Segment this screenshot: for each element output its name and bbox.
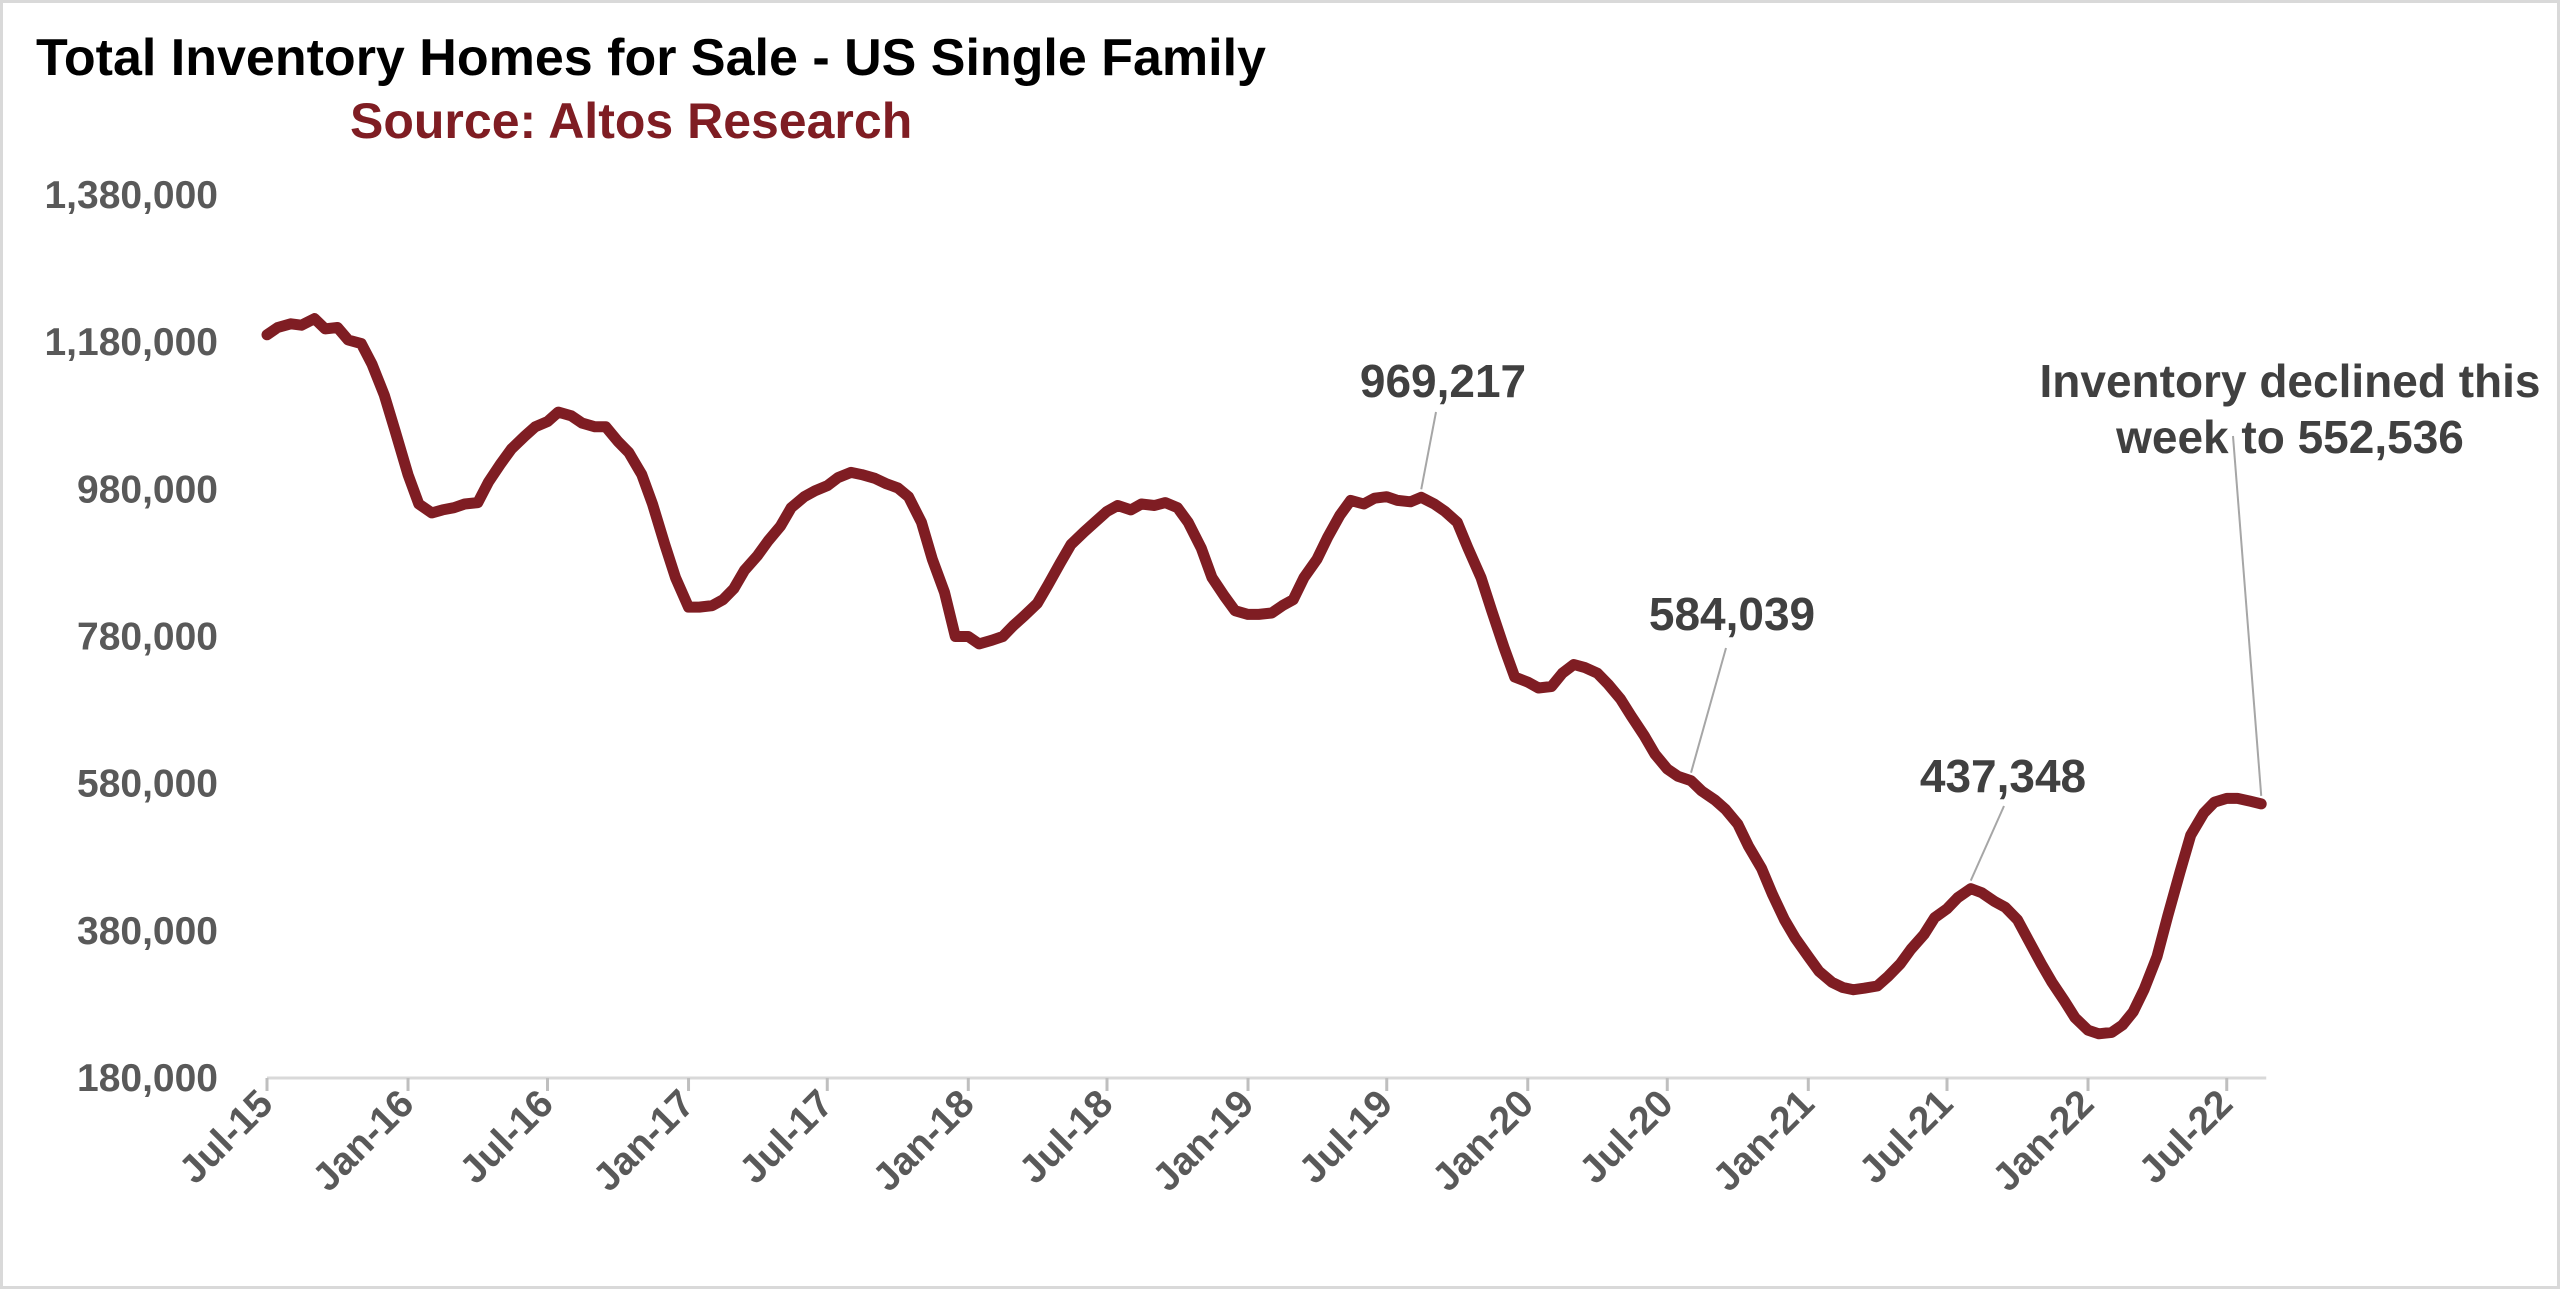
y-axis: 180,000 380,000 580,000 780,000 980,000 1,180… xyxy=(44,174,218,1100)
chart-subtitle: Source: Altos Research xyxy=(350,93,913,149)
chart-title: Total Inventory Homes for Sale - US Sing… xyxy=(36,29,1266,87)
data-label: 584,039 xyxy=(1649,588,1815,640)
annotation-leader-line xyxy=(1420,411,1437,490)
data-label: Inventory declined this week to 552,536 xyxy=(2040,355,2541,463)
y-tick-label: 1,380,000 xyxy=(44,174,218,217)
inventory-line xyxy=(261,313,2267,1040)
x-tick-label: Jul-18 xyxy=(1011,1082,1121,1192)
annotation-leader-line xyxy=(1690,647,1727,773)
x-tick-label: Jul-19 xyxy=(1291,1082,1401,1192)
annotation-leader-line xyxy=(1969,805,2005,882)
x-tick-label: Jan-19 xyxy=(1145,1082,1263,1200)
x-axis: Jul-15 Jan-16 Jul-16 Jan-17 Jul-17 Jan-18 Jul-… xyxy=(171,1076,2267,1200)
y-tick-label: 980,000 xyxy=(77,468,218,511)
series-layer xyxy=(261,313,2267,1040)
x-tick-label: Jan-17 xyxy=(585,1082,703,1200)
y-tick-label: 1,180,000 xyxy=(44,321,218,364)
y-tick-label: 380,000 xyxy=(77,910,218,953)
annotation-layer: 969,217 584,039 437,348 Inventory declined … xyxy=(1360,355,2541,882)
y-tick-label: 780,000 xyxy=(77,616,218,659)
data-label: 437,348 xyxy=(1920,750,2086,802)
annotation-leader-line xyxy=(2232,435,2263,796)
x-tick-label: Jan-20 xyxy=(1424,1082,1542,1200)
x-tick-label: Jul-22 xyxy=(2131,1082,2241,1192)
y-tick-label: 580,000 xyxy=(77,763,218,806)
x-tick-label: Jul-16 xyxy=(452,1082,562,1192)
y-tick-label: 180,000 xyxy=(77,1057,218,1100)
x-tick-label: Jul-17 xyxy=(732,1082,842,1192)
x-tick-label: Jan-21 xyxy=(1705,1082,1823,1200)
x-tick-label: Jan-16 xyxy=(305,1082,423,1200)
x-tick-label: Jul-20 xyxy=(1572,1082,1682,1192)
x-tick-label: Jul-21 xyxy=(1851,1082,1961,1192)
x-tick-label: Jan-22 xyxy=(1985,1082,2103,1200)
data-label: 969,217 xyxy=(1360,355,1526,407)
x-tick-label: Jan-18 xyxy=(865,1082,983,1200)
